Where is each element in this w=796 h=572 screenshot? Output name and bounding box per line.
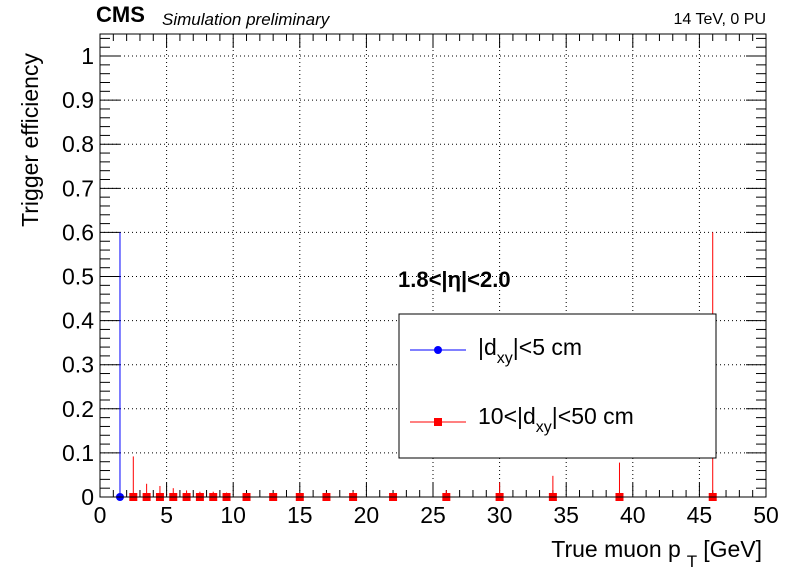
y-tick-label: 0 bbox=[81, 484, 94, 510]
plot-frame bbox=[99, 33, 767, 498]
tick-labels: 0 5 10 15 20 25 30 35 40 45 50 0 0.1 0.2 0.3 0.4 0.5 0.6 0… bbox=[62, 43, 779, 528]
legend-entry-dxy-5-a: |d bbox=[478, 334, 497, 360]
x-tick-label: 15 bbox=[287, 502, 313, 528]
y-tick-label: 1 bbox=[81, 43, 94, 69]
legend-entry-dxy-10-50-a: 10<|d bbox=[478, 403, 536, 429]
legend-entry-dxy-5-sub: xy bbox=[497, 350, 513, 367]
status-label: Simulation preliminary bbox=[162, 10, 331, 29]
x-axis-title-unit: [GeV] bbox=[703, 536, 762, 562]
x-tick-label: 50 bbox=[753, 502, 779, 528]
y-tick-label: 0.3 bbox=[62, 352, 94, 378]
y-tick-label: 0.7 bbox=[62, 175, 94, 201]
legend-entry-dxy-10-50-b: |<50 cm bbox=[552, 403, 634, 429]
x-tick-label: 0 bbox=[94, 502, 107, 528]
y-axis-title: Trigger efficiency bbox=[17, 53, 43, 227]
x-tick-label: 45 bbox=[687, 502, 713, 528]
x-axis-title-sub: T bbox=[687, 552, 697, 571]
x-tick-label: 35 bbox=[553, 502, 579, 528]
eta-region-label: 1.8<|η|<2.0 bbox=[398, 267, 511, 292]
x-axis-title-main: True muon p bbox=[551, 536, 681, 562]
conditions-label: 14 TeV, 0 PU bbox=[673, 11, 766, 28]
legend-blue-marker bbox=[434, 346, 442, 354]
x-tick-label: 5 bbox=[160, 502, 173, 528]
legend-entry-dxy-10-50: 10<|dxy|<50 cm bbox=[478, 403, 634, 436]
y-tick-label: 0.6 bbox=[62, 219, 94, 245]
x-tick-label: 30 bbox=[487, 502, 513, 528]
y-tick-label: 0.5 bbox=[62, 264, 94, 290]
experiment-label: CMS bbox=[96, 2, 145, 27]
legend-red-marker bbox=[434, 418, 442, 426]
legend-box bbox=[398, 313, 717, 459]
x-axis-title: True muon p T [GeV] bbox=[551, 536, 762, 571]
y-tick-label: 0.8 bbox=[62, 131, 94, 157]
axis-ticks bbox=[99, 34, 767, 498]
x-tick-label: 40 bbox=[620, 502, 646, 528]
legend-entry-dxy-10-50-sub: xy bbox=[536, 419, 552, 436]
x-tick-label: 20 bbox=[354, 502, 380, 528]
x-tick-label: 25 bbox=[420, 502, 446, 528]
series-dxy-lt-5cm bbox=[115, 232, 124, 501]
legend: |dxy|<5 cm 10<|dxy|<50 cm bbox=[398, 313, 717, 459]
legend-entry-dxy-5-b: |<5 cm bbox=[513, 334, 582, 360]
y-tick-label: 0.9 bbox=[62, 87, 94, 113]
legend-entry-dxy-5: |dxy|<5 cm bbox=[478, 334, 582, 367]
y-tick-label: 0.4 bbox=[62, 308, 94, 334]
y-tick-label: 0.1 bbox=[62, 440, 94, 466]
x-tick-label: 10 bbox=[220, 502, 246, 528]
y-tick-label: 0.2 bbox=[62, 396, 94, 422]
